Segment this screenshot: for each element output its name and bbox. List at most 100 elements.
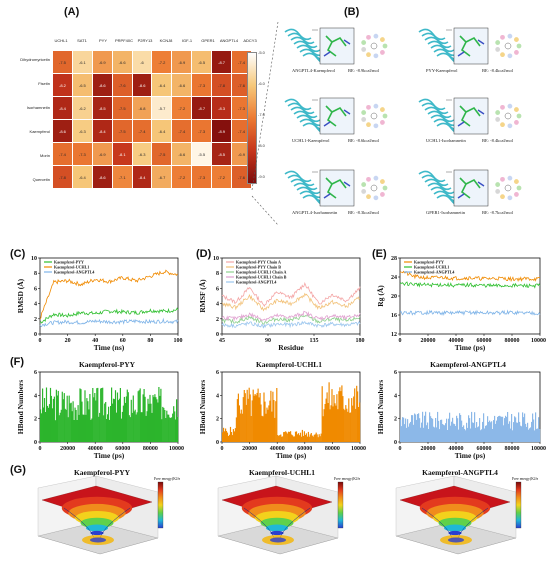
hbond-bar bbox=[341, 385, 343, 442]
hbond-bar bbox=[447, 430, 449, 442]
y-tick-label: 0 bbox=[216, 332, 219, 338]
hbond-bar bbox=[266, 407, 268, 442]
hbond-bar bbox=[536, 428, 538, 442]
hbond-bar bbox=[103, 415, 105, 442]
legend-label: Kaempferol-ANGPTL4 bbox=[414, 270, 454, 275]
hbond-bar bbox=[235, 417, 237, 442]
hbond-bar bbox=[355, 408, 357, 442]
chart-title: Kaempferol-PYY bbox=[79, 360, 136, 369]
hbond-bar bbox=[286, 432, 288, 442]
x-tick-label: 80000 bbox=[505, 446, 520, 452]
hbond-bar bbox=[123, 396, 125, 442]
x-tick-label: 80000 bbox=[505, 338, 520, 344]
hbond-bar bbox=[43, 407, 45, 442]
hbond-bar bbox=[154, 394, 156, 442]
hbond-bar bbox=[161, 419, 163, 442]
heatmap-cell: -8.2 bbox=[52, 73, 73, 97]
hbond-bar bbox=[528, 429, 530, 442]
docking-heatmap: UCHL1 SAT1 PYY PRPF40C P2RY13 KCNJ8 IGF-1 GPER1… bbox=[14, 38, 257, 193]
hbond-bar bbox=[72, 401, 74, 442]
hbond-bar bbox=[278, 436, 280, 442]
heatmap-column-header: ADCY3 bbox=[243, 38, 257, 43]
hbond-bar bbox=[296, 434, 299, 442]
heatmap-cell: -7.4 bbox=[131, 119, 153, 143]
docking-pose-image bbox=[416, 96, 526, 136]
hbond-bar bbox=[503, 425, 505, 442]
hbond-bar bbox=[177, 417, 179, 442]
binding-energy-label: BE: -8.4kcal/mol bbox=[482, 138, 513, 143]
hbond-bar bbox=[82, 414, 84, 442]
hbond-bar bbox=[440, 419, 442, 442]
hbond-bar bbox=[85, 414, 87, 442]
y-axis-label: HBond Numbers bbox=[198, 380, 207, 434]
hbond-bar bbox=[159, 395, 161, 442]
hbond-bar bbox=[433, 426, 435, 442]
legend-label: Kaempferol-ANGPTL4 bbox=[54, 270, 94, 275]
energy-legend-label: Free energy(KJ/mol) bbox=[154, 477, 180, 481]
funnel-layer bbox=[266, 524, 288, 532]
docking-caption: ANGPTL4-Kaempferol bbox=[292, 68, 335, 73]
heatmap-column-header: IGF-1 bbox=[181, 38, 193, 43]
hbond-bar bbox=[510, 428, 512, 442]
hbond-bar bbox=[530, 427, 532, 442]
heatmap-row-header: Quercetin bbox=[32, 177, 50, 182]
hbond-bar bbox=[145, 415, 147, 442]
hbond-bar bbox=[531, 421, 533, 442]
hbond-bar bbox=[229, 426, 232, 442]
hbond-bar bbox=[60, 409, 62, 442]
hbond-bar bbox=[148, 403, 150, 442]
hbond-bar bbox=[513, 422, 515, 442]
hbond-bar bbox=[446, 418, 448, 442]
heatmap-column-header: PRPF40C bbox=[114, 38, 133, 43]
hbond-bar bbox=[160, 388, 162, 442]
hbond-bar bbox=[114, 390, 117, 442]
heatmap-cell: -8.6 bbox=[131, 73, 153, 97]
x-tick-label: 80000 bbox=[143, 446, 158, 452]
hbond-bar bbox=[538, 417, 540, 442]
hbond-bar bbox=[170, 418, 172, 442]
colorbar-tick: -7.0 bbox=[258, 112, 265, 117]
hbond-bar bbox=[153, 397, 155, 442]
hbond-bar bbox=[237, 393, 239, 442]
hbond-bar bbox=[460, 415, 462, 442]
hbond-bar bbox=[110, 406, 112, 442]
y-tick-label: 4 bbox=[394, 393, 397, 399]
hbond-bar bbox=[108, 406, 110, 442]
hbond-bar bbox=[316, 434, 318, 442]
series-line bbox=[39, 269, 179, 320]
energy-colorbar bbox=[337, 481, 344, 529]
hbond-bar bbox=[497, 416, 499, 442]
heatmap-cell: -7.6 bbox=[111, 73, 133, 97]
hbond-bar bbox=[330, 405, 332, 442]
series-line bbox=[399, 281, 541, 289]
hbond-bar bbox=[243, 390, 245, 442]
hbond-bar bbox=[337, 409, 339, 442]
hbond-bar bbox=[339, 387, 341, 442]
heatmap-row-header: Isorhamnetin bbox=[26, 105, 50, 110]
panel-label-d: (D) bbox=[196, 248, 212, 260]
hbond-bar bbox=[294, 436, 296, 442]
hbond-bar bbox=[126, 389, 128, 442]
heatmap-cell: -7.1 bbox=[111, 165, 133, 189]
y-tick-label: 20 bbox=[391, 294, 397, 300]
hbond-bar bbox=[468, 415, 470, 442]
hbond-bar bbox=[512, 430, 514, 442]
series-line bbox=[399, 309, 541, 316]
y-tick-label: 12 bbox=[391, 332, 397, 338]
hbond-bar bbox=[84, 390, 86, 442]
legend-label: Kaempferol-UCHL1 bbox=[414, 265, 449, 270]
free-energy-landscape: Kaempferol-PYY Free energy(KJ/mol) bbox=[30, 466, 186, 562]
hbond-bar bbox=[537, 428, 539, 442]
hbond-bar bbox=[425, 411, 427, 442]
hbond-bar bbox=[223, 427, 225, 442]
hbond-chart-angptl4: Kaempferol-ANGPTL4 0 20000 40000 60000 80000 1… bbox=[376, 360, 546, 460]
colorbar-tick: -9.0 bbox=[258, 174, 265, 179]
hbond-bar bbox=[249, 394, 251, 442]
hbond-bar bbox=[490, 422, 492, 442]
hbond-bar bbox=[506, 417, 508, 442]
hbond-bar bbox=[423, 427, 425, 442]
x-tick-label: 40000 bbox=[88, 446, 103, 452]
